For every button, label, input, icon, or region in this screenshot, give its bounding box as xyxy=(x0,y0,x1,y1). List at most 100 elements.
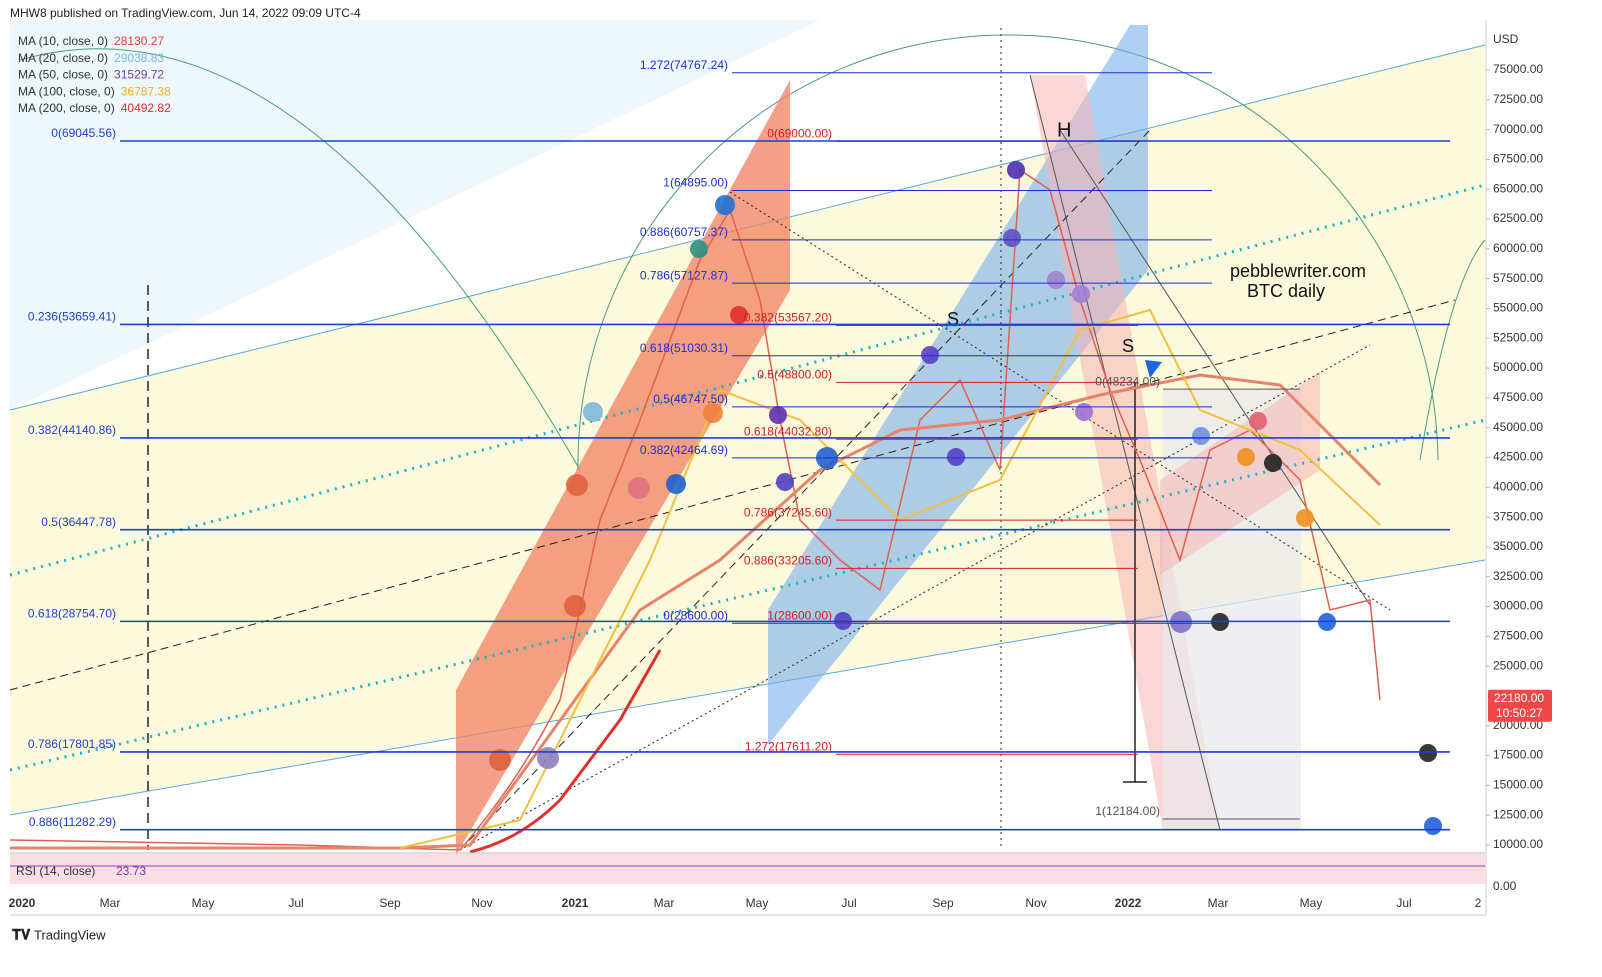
marker xyxy=(1249,412,1267,430)
price-unit: USD xyxy=(1493,32,1519,46)
legend-label: MA (100, close, 0) xyxy=(18,84,115,98)
marker xyxy=(1007,161,1025,179)
bear-flag xyxy=(1160,372,1320,575)
price xyxy=(9,168,1381,851)
marker xyxy=(1424,817,1442,835)
time-tick-label: Mar xyxy=(654,896,675,910)
marker xyxy=(769,406,787,424)
price-tick-label: 75000.00 xyxy=(1493,62,1543,76)
marker xyxy=(1047,271,1065,289)
marker xyxy=(1003,229,1021,247)
fib-label: 0.886(11282.29) xyxy=(29,815,116,829)
time-tick-label: Jul xyxy=(288,896,303,910)
fib-label: 0.382(42464.69) xyxy=(640,443,728,457)
fib-label: 0(48234.00) xyxy=(1095,374,1160,388)
marker xyxy=(947,448,965,466)
marker xyxy=(703,403,723,423)
dashed-line xyxy=(9,299,1456,691)
rsi-pane xyxy=(10,854,1485,884)
arc xyxy=(577,34,1439,471)
fib-label: 1(64895.00) xyxy=(663,176,728,190)
price-tick-label: 32500.00 xyxy=(1493,569,1543,583)
price-tick-label: 10000.00 xyxy=(1493,837,1543,851)
legend-label: MA (50, close, 0) xyxy=(18,68,108,82)
label-h: H xyxy=(1057,119,1071,141)
legend-value: 40492.82 xyxy=(121,101,171,115)
time-tick-label: May xyxy=(1300,896,1323,910)
marker xyxy=(583,402,603,422)
fib-label: 1.272(17611.20) xyxy=(745,739,832,753)
price-tick-label: 72500.00 xyxy=(1493,92,1543,106)
price-tick-label: 27500.00 xyxy=(1493,629,1543,643)
price-tick-label: 60000.00 xyxy=(1493,241,1543,255)
marker xyxy=(628,477,650,499)
marker xyxy=(537,747,559,769)
footer-brand: TradingView xyxy=(34,927,106,942)
time-tick-label: Jul xyxy=(841,896,856,910)
marker xyxy=(776,473,794,491)
rsi-tick: 0.00 xyxy=(1493,879,1517,893)
fib-label: 0.382(53567.20) xyxy=(744,311,832,325)
last-price: 22180.00 xyxy=(1494,691,1544,705)
red-channel xyxy=(456,80,790,855)
time-tick-label: Sep xyxy=(932,896,954,910)
price-tick-label: 15000.00 xyxy=(1493,778,1543,792)
price-tick-label: 42500.00 xyxy=(1493,450,1543,464)
marker xyxy=(1192,427,1210,445)
legend-value: 29038.83 xyxy=(114,51,164,65)
time-tick-label: 2021 xyxy=(562,896,589,910)
legend-value: 36787.38 xyxy=(121,84,171,98)
price-tick-label: 37500.00 xyxy=(1493,509,1543,523)
dashed-line xyxy=(459,129,1151,851)
marker xyxy=(921,346,939,364)
price-tick-label: 57500.00 xyxy=(1493,271,1543,285)
price-tick-label: 55000.00 xyxy=(1493,301,1543,315)
fib-label: 0.786(17801.85) xyxy=(28,737,116,751)
fib-label: 1(12184.00) xyxy=(1095,804,1160,818)
time-tick-label: May xyxy=(192,896,215,910)
marker xyxy=(730,306,748,324)
price-tick-label: 17500.00 xyxy=(1493,748,1543,762)
time-tick-label: Nov xyxy=(471,896,492,910)
trendline xyxy=(1059,129,1371,606)
fib-label: 0.886(33205.60) xyxy=(744,553,832,567)
last-price-tag xyxy=(1488,689,1552,722)
marker xyxy=(1264,454,1282,472)
time-tick-label: Jul xyxy=(1396,896,1411,910)
price-tick-label: 47500.00 xyxy=(1493,390,1543,404)
price-tick-label: 50000.00 xyxy=(1493,360,1543,374)
time-tick-label: 2020 xyxy=(9,896,36,910)
fib-label: 0.786(57127.87) xyxy=(640,268,728,282)
time-tick-label: May xyxy=(746,896,769,910)
price-tick-label: 30000.00 xyxy=(1493,599,1543,613)
ma-200 xyxy=(10,373,1382,850)
time-tick-label: Mar xyxy=(1208,896,1229,910)
label-s: S xyxy=(1122,336,1134,356)
fib-label: 0.886(60757.37) xyxy=(640,225,728,239)
marker xyxy=(666,474,686,494)
price-tick-label: 25000.00 xyxy=(1493,658,1543,672)
marker xyxy=(1419,744,1437,762)
fib-label: 0(69045.56) xyxy=(51,126,116,140)
trendline xyxy=(1029,74,1221,831)
marker xyxy=(566,474,588,496)
marker xyxy=(1296,509,1314,527)
circles xyxy=(489,161,1442,835)
price-tick-label: 12500.00 xyxy=(1493,807,1543,821)
price-tick-label: 40000.00 xyxy=(1493,479,1543,493)
countdown: 10:50:27 xyxy=(1496,706,1543,720)
marker xyxy=(690,240,708,258)
chart-name: BTC daily xyxy=(1247,281,1325,301)
publisher: MHW8 published on TradingView.com, Jun 1… xyxy=(10,6,361,20)
fib-label: 0.618(51030.31) xyxy=(640,341,728,355)
arc xyxy=(19,48,581,471)
time-tick-label: 2022 xyxy=(1115,896,1142,910)
ma-200-early xyxy=(469,649,662,854)
price-tick-label: 70000.00 xyxy=(1493,122,1543,136)
dotted-line xyxy=(459,344,1371,851)
rsi-value: 23.73 xyxy=(116,864,146,878)
price-tick-label: 62500.00 xyxy=(1493,211,1543,225)
dotted-line xyxy=(729,191,1391,611)
legend-label: MA (10, close, 0) xyxy=(18,34,108,48)
fib-label: 0.618(44032.80) xyxy=(744,424,832,438)
